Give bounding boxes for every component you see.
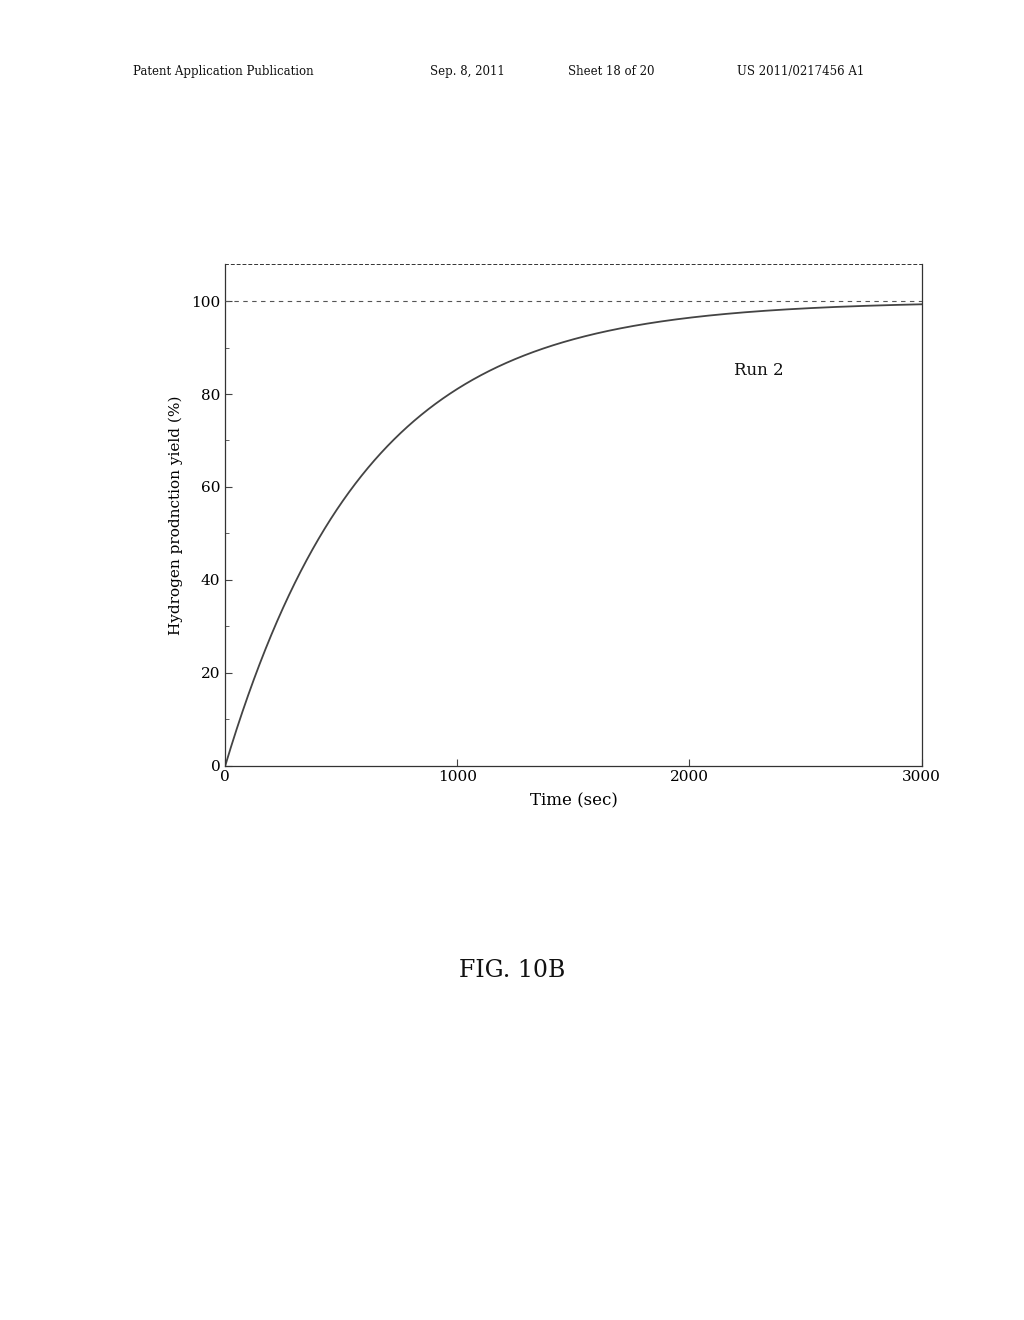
X-axis label: Time (sec): Time (sec) (529, 793, 617, 809)
Text: FIG. 10B: FIG. 10B (459, 958, 565, 982)
Text: Patent Application Publication: Patent Application Publication (133, 65, 313, 78)
Text: Sep. 8, 2011: Sep. 8, 2011 (430, 65, 505, 78)
Text: Run 2: Run 2 (734, 362, 784, 379)
Y-axis label: Hydrogen prodnction yield (%): Hydrogen prodnction yield (%) (168, 395, 183, 635)
Text: Sheet 18 of 20: Sheet 18 of 20 (568, 65, 654, 78)
Text: US 2011/0217456 A1: US 2011/0217456 A1 (737, 65, 864, 78)
